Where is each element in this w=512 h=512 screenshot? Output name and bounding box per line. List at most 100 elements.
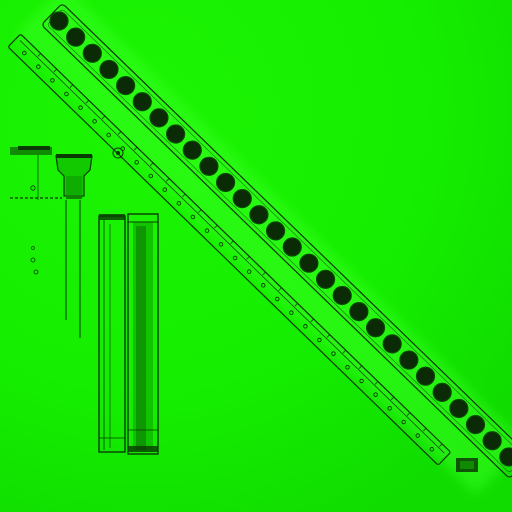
rail-hole [78, 105, 83, 110]
rail-hole [429, 447, 435, 452]
rail-hole [359, 378, 364, 384]
rail-hole [260, 283, 266, 288]
rail-hole [218, 242, 224, 247]
rail-notch-row [37, 53, 443, 448]
strip-dot [166, 124, 186, 144]
rail-hook [112, 147, 124, 159]
strip-dot [132, 92, 152, 112]
rail-notch [198, 209, 202, 213]
rail-notch [69, 84, 74, 88]
rail-hole [373, 392, 378, 397]
rail-notch [230, 240, 234, 245]
strip-dot [482, 431, 502, 451]
strip-dot [116, 75, 136, 96]
strip-dot [299, 253, 319, 273]
rail-hole [36, 64, 41, 69]
strip-dot [332, 285, 352, 306]
tall-thin-strip [98, 214, 126, 453]
strip-dot [432, 382, 452, 402]
rail-hole [289, 310, 294, 315]
diagonal-dot-strip [42, 4, 512, 478]
strip-dot [465, 415, 486, 435]
strip-dot [66, 27, 86, 47]
rail-hole [92, 119, 97, 124]
rail-hole [134, 160, 140, 165]
diagonal-rail [8, 34, 451, 465]
tall-channel-strip [127, 213, 159, 455]
rail-notch [406, 412, 411, 416]
rail-hole [317, 337, 322, 343]
strip-dot [149, 108, 169, 128]
rail-notch [422, 428, 427, 432]
rail-inner-line [19, 40, 445, 454]
rail-hole [246, 269, 252, 274]
rail-notch [37, 53, 41, 57]
strip-dot [199, 156, 219, 176]
rail-hole [232, 255, 238, 261]
strip-dot [99, 59, 119, 80]
rail-hole [190, 214, 196, 220]
rail-notch [374, 381, 379, 385]
rail-hole [106, 132, 111, 138]
rail-notch [117, 131, 122, 135]
rail-hole [331, 351, 336, 356]
rail-hole [345, 365, 350, 370]
dot-row [49, 11, 512, 467]
rail-notch [149, 162, 154, 166]
rail-notch [182, 193, 186, 198]
rail-notch [101, 115, 106, 120]
dot-strip-outline [42, 4, 512, 478]
strip-dot [182, 140, 202, 160]
rail-hole [50, 78, 55, 83]
rail-notch [390, 396, 395, 401]
small-bracket-piece [10, 146, 62, 275]
rail-hole [303, 324, 308, 329]
rail-notch [439, 443, 443, 448]
rail-notch [310, 318, 314, 323]
rail-hole [275, 296, 280, 302]
rail-hole [176, 201, 182, 206]
strip-dot [82, 43, 102, 63]
rail-hole [401, 419, 406, 425]
strip-dot [415, 366, 436, 386]
strip-dot [282, 237, 302, 257]
strip-dot [365, 318, 386, 338]
rail-notch [358, 365, 363, 369]
rail-hole [22, 50, 27, 56]
rail-notch [85, 100, 90, 104]
rail-notch [342, 349, 347, 354]
rail-hole [387, 406, 392, 411]
strip-end-cap [456, 458, 478, 472]
strip-dot [399, 350, 419, 370]
rail-hole [64, 91, 69, 97]
strip-dot [349, 302, 369, 322]
rail-notch [133, 146, 138, 151]
strip-dot [315, 269, 336, 289]
strip-dot [449, 398, 469, 419]
rail-notch [53, 68, 57, 73]
rail-hole [204, 228, 210, 233]
left-parts-group [10, 146, 159, 455]
strip-dot [499, 447, 512, 467]
rail-hole [148, 173, 154, 179]
rail-hole [415, 433, 421, 438]
rail-hole-row [22, 50, 435, 452]
strip-dot [49, 11, 69, 31]
strip-dot [265, 221, 286, 241]
strip-dot [382, 334, 402, 354]
rail-notch [214, 224, 218, 229]
rail-notch [246, 256, 250, 260]
strip-dot [232, 188, 252, 209]
strip-dot [216, 172, 236, 193]
rail-notch [278, 287, 282, 291]
rail-outline [8, 34, 451, 465]
rail-notch [262, 271, 266, 276]
funnel-piece [55, 154, 93, 338]
rail-notch [326, 334, 330, 338]
rail-notch [166, 178, 170, 182]
strip-dot [249, 205, 269, 225]
rail-hole [162, 187, 168, 192]
rail-notch [294, 303, 298, 307]
